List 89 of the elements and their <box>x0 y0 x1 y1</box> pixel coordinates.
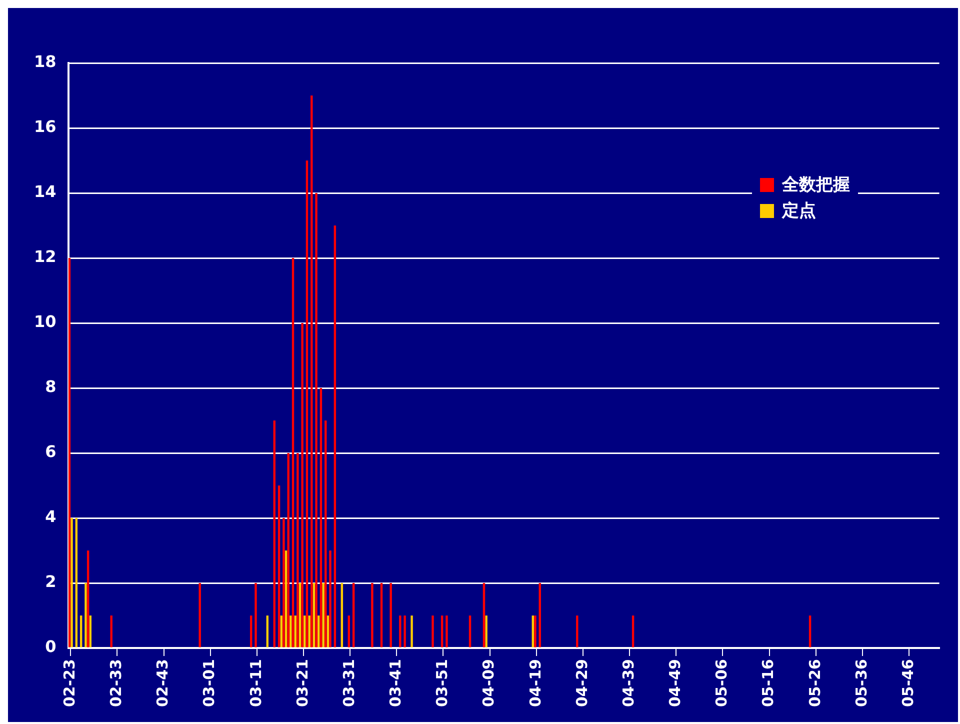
y-tick-label: 10 <box>34 312 56 332</box>
bar <box>312 583 316 648</box>
bar <box>340 583 344 648</box>
x-tick-label: 02-43 <box>154 659 172 708</box>
bar <box>485 616 488 648</box>
bar <box>282 518 285 648</box>
bar <box>326 616 330 648</box>
y-tick-label: 8 <box>45 377 56 396</box>
y-tick-label: 2 <box>45 572 56 592</box>
x-tick-label: 03-01 <box>200 659 218 708</box>
bar <box>84 583 87 648</box>
bar <box>278 486 280 648</box>
bar <box>296 453 299 648</box>
bar <box>254 583 257 648</box>
x-tick-label: 04-39 <box>619 659 638 708</box>
x-tick-label: 03-41 <box>386 659 405 708</box>
bar <box>315 193 318 648</box>
bar <box>110 616 112 648</box>
x-tick-label: 02-33 <box>107 659 126 708</box>
bar <box>334 226 336 648</box>
bar <box>304 616 306 648</box>
bar <box>410 616 413 648</box>
x-tick-label: 05-06 <box>712 659 731 708</box>
bar <box>348 616 350 648</box>
y-tick-label: 4 <box>45 507 56 526</box>
bar <box>576 616 578 648</box>
bar <box>70 518 73 648</box>
bar <box>320 388 322 648</box>
bar <box>432 616 434 648</box>
x-tick-label: 03-31 <box>340 659 358 708</box>
x-tick-label: 04-19 <box>526 659 544 708</box>
bar <box>532 616 534 648</box>
bar <box>301 323 304 648</box>
bar <box>808 616 812 648</box>
x-tick-label: 04-49 <box>666 659 684 708</box>
bar <box>371 583 374 648</box>
y-tick-label: 16 <box>34 117 56 136</box>
bar <box>294 616 296 648</box>
bar <box>390 583 392 648</box>
bar <box>80 616 82 648</box>
y-tick-label: 6 <box>45 442 56 462</box>
bar <box>534 616 536 648</box>
bar <box>68 258 71 648</box>
bar <box>329 550 332 648</box>
bar <box>292 258 294 648</box>
y-tick-label: 14 <box>34 182 56 202</box>
bar <box>86 550 90 648</box>
bar <box>440 616 444 648</box>
x-tick-label: 05-26 <box>806 659 824 708</box>
bar <box>89 616 92 648</box>
bar <box>399 616 402 648</box>
bar <box>287 453 290 648</box>
y-tick-label: 18 <box>34 52 56 72</box>
bar <box>198 583 201 648</box>
legend-label: 全数把握 <box>782 174 850 197</box>
x-tick-label: 05-36 <box>852 659 870 708</box>
legend-label: 定点 <box>782 200 816 223</box>
bar <box>352 583 355 648</box>
bar <box>273 420 276 648</box>
bar <box>324 420 327 648</box>
bar <box>75 518 78 648</box>
bar <box>284 550 288 648</box>
bar <box>308 616 310 648</box>
x-tick-label: 02-23 <box>60 659 78 708</box>
bar <box>318 616 320 648</box>
bar <box>538 583 541 648</box>
bar <box>250 616 252 648</box>
x-tick-label: 05-46 <box>898 659 917 708</box>
x-tick-label: 04-09 <box>480 659 498 708</box>
bar <box>290 616 292 648</box>
bar <box>482 583 486 648</box>
bar <box>404 616 406 648</box>
x-tick-label: 05-16 <box>759 659 778 708</box>
bar <box>380 583 383 648</box>
bar <box>468 616 472 648</box>
bar <box>280 616 282 648</box>
x-tick-label: 03-51 <box>433 659 452 708</box>
bar <box>310 96 313 648</box>
y-tick-label: 12 <box>34 247 56 266</box>
bar <box>306 160 308 648</box>
bar <box>266 616 268 648</box>
bar <box>632 616 634 648</box>
x-tick-label: 03-21 <box>293 659 312 708</box>
bar <box>446 616 448 648</box>
x-tick-label: 04-29 <box>572 659 591 708</box>
bar <box>322 583 324 648</box>
bar <box>298 583 302 648</box>
x-tick-label: 03-11 <box>246 659 265 708</box>
y-tick-label: 0 <box>45 637 56 656</box>
